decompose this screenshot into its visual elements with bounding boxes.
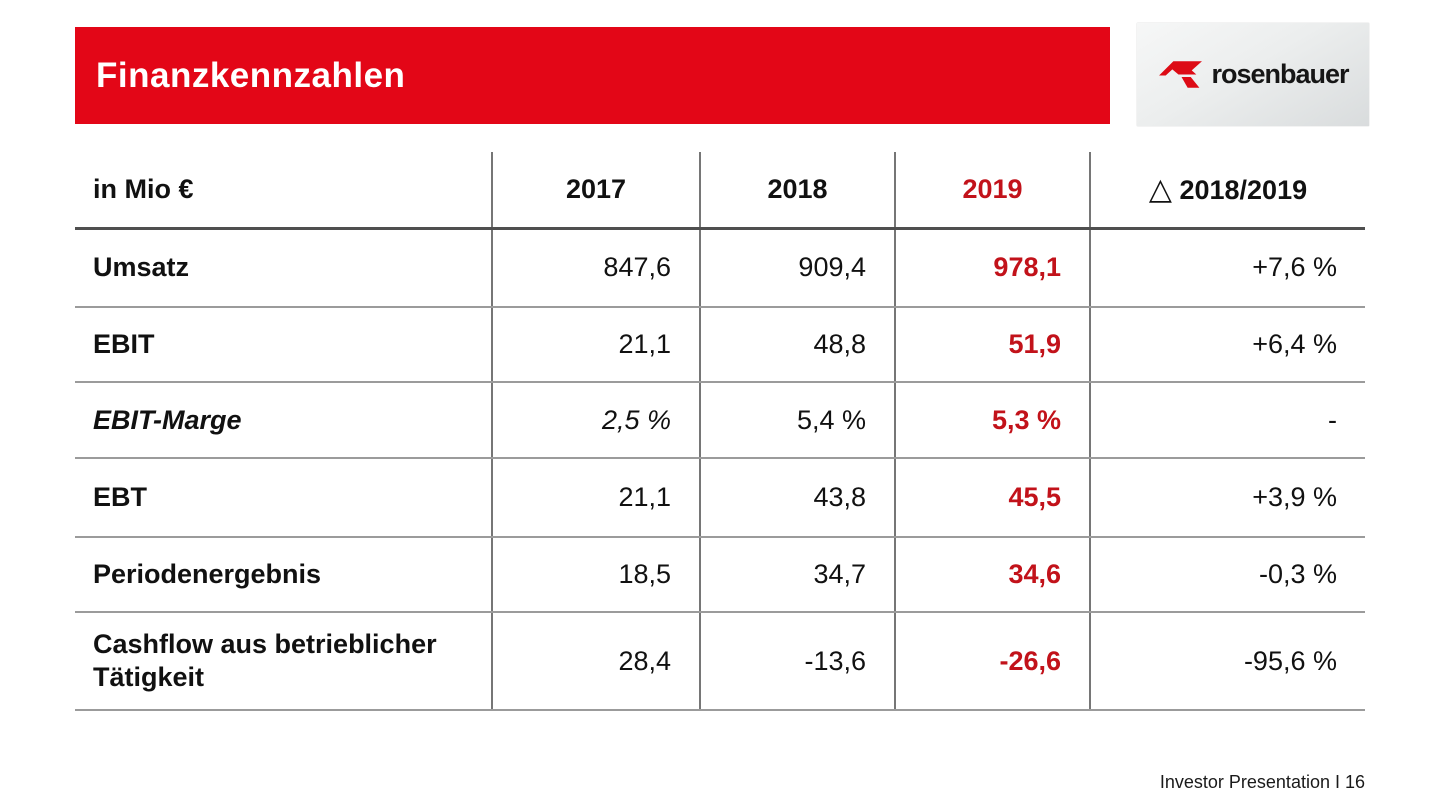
value-delta: -0,3 % xyxy=(1089,537,1365,613)
value-2017: 2,5 % xyxy=(491,382,700,459)
table-row-ebt: EBT 21,1 43,8 45,5 +3,9 % xyxy=(75,458,1365,538)
row-label: EBT xyxy=(75,458,492,538)
value-delta: +7,6 % xyxy=(1089,228,1365,308)
value-2019: 45,5 xyxy=(894,458,1090,538)
table-row-umsatz: Umsatz 847,6 909,4 978,1 +7,6 % xyxy=(75,228,1365,308)
row-label: Umsatz xyxy=(75,228,492,308)
value-2017: 21,1 xyxy=(491,458,700,538)
value-2018: 5,4 % xyxy=(699,382,895,459)
row-label: EBIT xyxy=(75,307,492,383)
value-2017: 18,5 xyxy=(491,537,700,613)
delta-label: 2018/2019 xyxy=(1179,174,1308,205)
value-delta: +3,9 % xyxy=(1089,458,1365,538)
value-delta: +6,4 % xyxy=(1089,307,1365,383)
value-2018: 48,8 xyxy=(699,307,895,383)
rosenbauer-logo: rosenbauer xyxy=(1137,23,1369,126)
value-2017: 21,1 xyxy=(491,307,700,383)
value-2018: -13,6 xyxy=(699,612,895,711)
rosenbauer-logo-text: rosenbauer xyxy=(1211,59,1349,89)
table-header-row: in Mio € 2017 2018 2019 △ 2018/2019 xyxy=(75,152,1365,230)
value-2019: 34,6 xyxy=(894,537,1090,613)
table-row-periodenergebnis: Periodenergebnis 18,5 34,7 34,6 -0,3 % xyxy=(75,537,1365,613)
slide-title-bar: Finanzkennzahlen xyxy=(75,27,1110,124)
table-row-ebit: EBIT 21,1 48,8 51,9 +6,4 % xyxy=(75,307,1365,383)
value-2017: 28,4 xyxy=(491,612,700,711)
value-2019: 51,9 xyxy=(894,307,1090,383)
row-label: EBIT-Marge xyxy=(75,382,492,459)
table-row-ebit-marge: EBIT-Marge 2,5 % 5,4 % 5,3 % - xyxy=(75,382,1365,459)
unit-label: in Mio € xyxy=(75,152,492,230)
column-header-2019: 2019 xyxy=(894,152,1090,230)
value-2017: 847,6 xyxy=(491,228,700,308)
value-2018: 34,7 xyxy=(699,537,895,613)
value-2018: 43,8 xyxy=(699,458,895,538)
rosenbauer-r-icon xyxy=(1159,61,1203,88)
value-delta: -95,6 % xyxy=(1089,612,1365,711)
column-header-delta: △ 2018/2019 xyxy=(1089,152,1365,230)
value-delta: - xyxy=(1089,382,1365,459)
delta-triangle-icon: △ xyxy=(1148,172,1172,206)
column-header-2017: 2017 xyxy=(491,152,700,230)
value-2019: 978,1 xyxy=(894,228,1090,308)
value-2018: 909,4 xyxy=(699,228,895,308)
row-label: Cashflow aus betrieblicher Tätigkeit xyxy=(75,612,492,711)
page-title: Finanzkennzahlen xyxy=(96,55,406,95)
row-label: Periodenergebnis xyxy=(75,537,492,613)
value-2019: 5,3 % xyxy=(894,382,1090,459)
value-2019: -26,6 xyxy=(894,612,1090,711)
table-row-cashflow: Cashflow aus betrieblicher Tätigkeit 28,… xyxy=(75,612,1365,711)
financial-table: in Mio € 2017 2018 2019 △ 2018/2019 Umsa… xyxy=(75,152,1365,711)
column-header-2018: 2018 xyxy=(699,152,895,230)
footer-page-label: Investor Presentation I 16 xyxy=(1159,772,1365,792)
